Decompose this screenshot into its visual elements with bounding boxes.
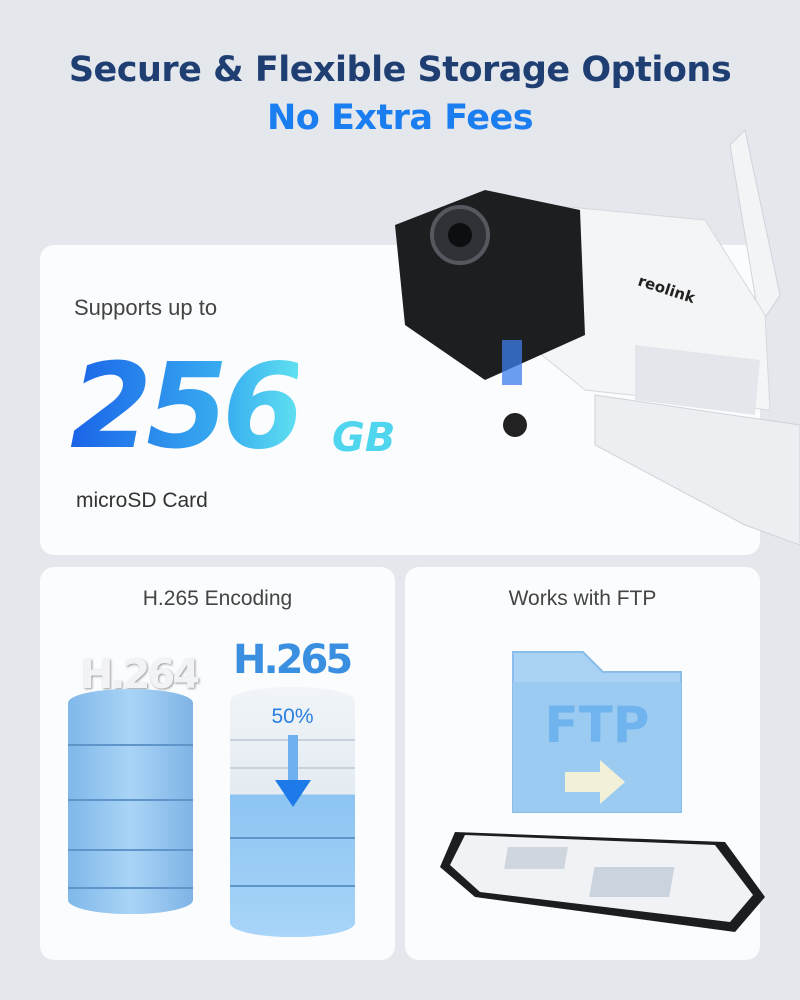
h265-label: H.265 <box>233 637 353 683</box>
encoding-title: H.265 Encoding <box>142 587 293 610</box>
folder-label: FTP <box>545 696 650 754</box>
storage-media: microSD Card <box>76 489 208 512</box>
encoding-card: H.265 Encoding H.264 H.265 50% <box>40 567 395 960</box>
phone-illustration <box>440 832 765 932</box>
page-title: Secure & Flexible Storage Options <box>68 50 732 90</box>
page-subtitle: No Extra Fees <box>266 98 534 138</box>
arrow-right-icon <box>565 760 625 804</box>
storage-capacity: 256 <box>70 337 304 475</box>
camera-illustration: reolink <box>395 128 800 546</box>
camera-grille <box>635 345 760 415</box>
reduction-label: 50% <box>271 705 314 728</box>
ftp-card: Works with FTP FTP <box>405 567 765 960</box>
camera-mount <box>594 394 800 546</box>
ftp-title: Works with FTP <box>508 587 657 610</box>
sd-card-icon <box>502 340 522 385</box>
storage-unit: GB <box>332 415 396 461</box>
arrow-down-icon <box>275 735 311 807</box>
h265-storage-cylinder <box>230 687 355 937</box>
h264-storage-cylinder <box>68 689 193 914</box>
storage-prefix: Supports up to <box>74 295 218 320</box>
camera-antenna <box>729 128 781 327</box>
folder-icon: FTP <box>512 651 682 813</box>
